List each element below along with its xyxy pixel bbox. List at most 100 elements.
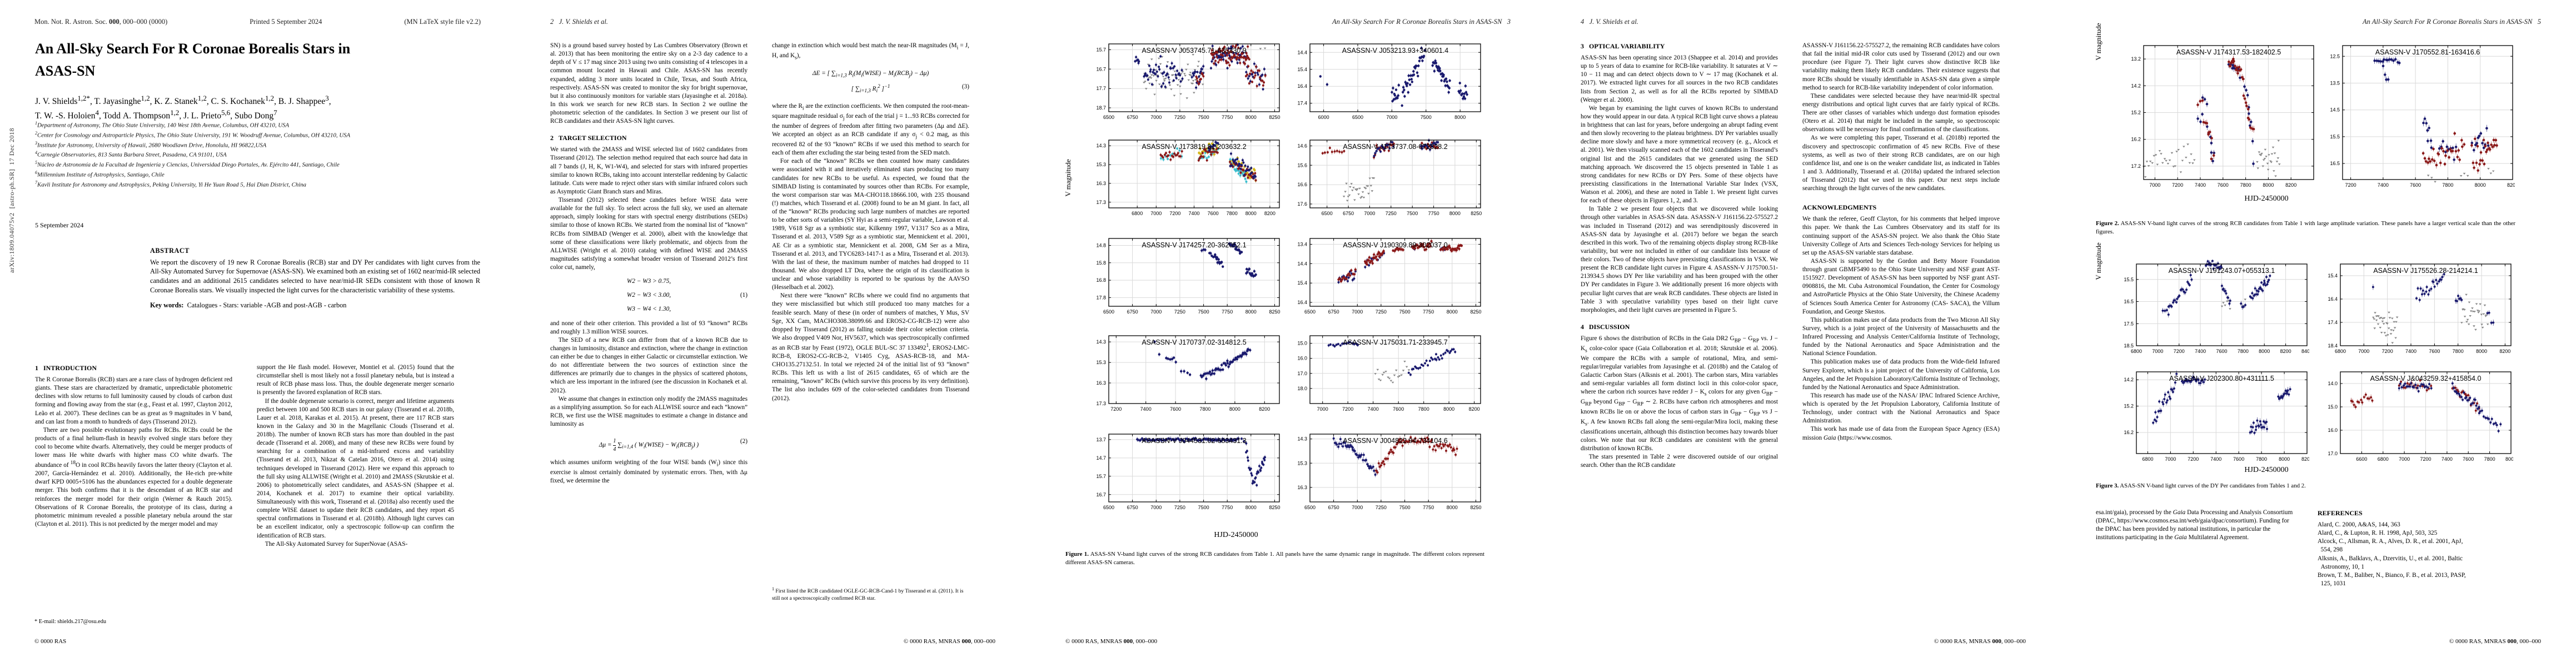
svg-text:7800: 7800 — [1418, 406, 1429, 412]
svg-text:14.3: 14.3 — [1096, 143, 1106, 148]
svg-text:17.7: 17.7 — [1096, 86, 1106, 91]
svg-text:7000: 7000 — [2358, 349, 2369, 354]
svg-text:ASASSN-V J170737.02-314812.5: ASASSN-V J170737.02-314812.5 — [1142, 339, 1246, 346]
svg-text:16.7: 16.7 — [1096, 66, 1106, 72]
svg-text:7500: 7500 — [1407, 211, 1418, 216]
svg-text:15.2: 15.2 — [2131, 110, 2141, 116]
svg-text:ASASSN-V J004822.94-734104.6: ASASSN-V J004822.94-734104.6 — [1343, 437, 1447, 445]
svg-text:8250: 8250 — [1470, 309, 1481, 315]
svg-text:17.3: 17.3 — [1096, 401, 1106, 406]
svg-text:7400: 7400 — [2442, 456, 2453, 462]
svg-text:ASASSN-V J202300.80+431111.5: ASASSN-V J202300.80+431111.5 — [2169, 375, 2274, 382]
svg-text:7600: 7600 — [2463, 456, 2474, 462]
svg-text:17.6: 17.6 — [1297, 201, 1307, 207]
svg-text:7200: 7200 — [1342, 406, 1353, 412]
svg-text:15.7: 15.7 — [1096, 474, 1106, 479]
svg-text:16.3: 16.3 — [1096, 380, 1106, 386]
svg-text:8000: 8000 — [1245, 211, 1257, 216]
svg-text:6500: 6500 — [1103, 505, 1114, 510]
svg-text:6750: 6750 — [1343, 211, 1354, 216]
svg-text:7400: 7400 — [2210, 456, 2221, 462]
svg-text:7800: 7800 — [2453, 349, 2464, 354]
svg-text:7000: 7000 — [2399, 456, 2410, 462]
svg-text:7000: 7000 — [1386, 115, 1397, 120]
svg-text:7200: 7200 — [2172, 182, 2183, 188]
svg-text:8000: 8000 — [2259, 349, 2270, 354]
svg-text:18.4: 18.4 — [2328, 343, 2338, 349]
svg-text:16.5: 16.5 — [2330, 161, 2340, 166]
svg-text:7500: 7500 — [1421, 115, 1432, 120]
svg-text:15.3: 15.3 — [1096, 162, 1106, 167]
svg-text:6500: 6500 — [1103, 309, 1114, 315]
svg-text:8200: 8200 — [2301, 456, 2309, 462]
svg-text:8200: 8200 — [2280, 349, 2291, 354]
svg-text:8000: 8000 — [1449, 211, 1461, 216]
svg-text:16.2: 16.2 — [2131, 137, 2141, 142]
svg-text:8000: 8000 — [2475, 182, 2486, 188]
svg-text:16.0: 16.0 — [1297, 356, 1307, 361]
svg-text:7200: 7200 — [1169, 211, 1180, 216]
svg-text:6500: 6500 — [1304, 309, 1316, 315]
svg-text:8000: 8000 — [1229, 406, 1240, 412]
svg-text:7600: 7600 — [2410, 182, 2421, 188]
svg-text:6800: 6800 — [2335, 349, 2346, 354]
svg-text:13.5: 13.5 — [2330, 81, 2340, 86]
svg-text:15.0: 15.0 — [1297, 341, 1307, 346]
svg-text:7500: 7500 — [1198, 505, 1209, 510]
svg-text:7500: 7500 — [1399, 505, 1411, 510]
svg-text:16.0: 16.0 — [2328, 427, 2338, 433]
svg-text:8000: 8000 — [1447, 505, 1458, 510]
svg-text:ASASSN-V J191243.07+055313.1: ASASSN-V J191243.07+055313.1 — [2169, 267, 2275, 275]
svg-text:7000: 7000 — [1364, 211, 1375, 216]
svg-text:6750: 6750 — [1328, 309, 1339, 315]
svg-text:7000: 7000 — [1150, 211, 1162, 216]
svg-text:7000: 7000 — [1317, 406, 1328, 412]
svg-text:14.0: 14.0 — [2328, 381, 2338, 386]
svg-text:13.2: 13.2 — [2131, 56, 2141, 62]
svg-text:7000: 7000 — [2149, 182, 2160, 188]
svg-text:15.4: 15.4 — [2328, 273, 2338, 278]
svg-text:13.4: 13.4 — [1297, 242, 1307, 247]
svg-text:7600: 7600 — [1208, 211, 1219, 216]
svg-text:15.7: 15.7 — [1096, 47, 1106, 53]
svg-text:8200: 8200 — [1259, 406, 1270, 412]
svg-text:15.5: 15.5 — [2124, 277, 2134, 282]
svg-text:8250: 8250 — [1269, 115, 1280, 120]
svg-text:14.8: 14.8 — [1096, 243, 1106, 248]
svg-text:17.3: 17.3 — [1096, 200, 1106, 205]
svg-text:7250: 7250 — [1174, 115, 1185, 120]
svg-text:7800: 7800 — [2240, 182, 2251, 188]
svg-text:7000: 7000 — [1150, 115, 1162, 120]
svg-text:14.4: 14.4 — [1297, 261, 1307, 266]
svg-text:15.4: 15.4 — [1297, 67, 1307, 72]
svg-text:7200: 7200 — [1110, 406, 1122, 412]
svg-text:8200: 8200 — [1469, 406, 1480, 412]
svg-text:14.3: 14.3 — [1297, 436, 1307, 442]
svg-text:8200: 8200 — [2285, 182, 2296, 188]
svg-text:7500: 7500 — [1198, 115, 1209, 120]
svg-text:7250: 7250 — [1174, 505, 1185, 510]
svg-text:15.8: 15.8 — [1096, 260, 1106, 266]
svg-text:14.7: 14.7 — [1096, 455, 1106, 461]
svg-text:17.4: 17.4 — [2328, 320, 2338, 325]
svg-text:6600: 6600 — [2356, 456, 2367, 462]
svg-text:ASASSN-V J190309.89-302037.0: ASASSN-V J190309.89-302037.0 — [1343, 241, 1447, 249]
svg-text:8000: 8000 — [1245, 115, 1257, 120]
svg-text:7800: 7800 — [1199, 406, 1210, 412]
svg-text:ASASSN-V J174257.20-362052.1: ASASSN-V J174257.20-362052.1 — [1142, 241, 1246, 249]
svg-text:7800: 7800 — [2442, 182, 2453, 188]
svg-text:ASASSN-V J173819.81-203632.2: ASASSN-V J173819.81-203632.2 — [1142, 143, 1246, 151]
svg-text:7000: 7000 — [1150, 309, 1162, 315]
svg-text:7250: 7250 — [1376, 505, 1387, 510]
svg-text:8250: 8250 — [1269, 505, 1280, 510]
svg-text:7600: 7600 — [2429, 349, 2440, 354]
svg-text:8200: 8200 — [2499, 349, 2510, 354]
svg-text:ASASSN-V J044531.02-683431.3: ASASSN-V J044531.02-683431.3 — [1142, 437, 1246, 445]
svg-text:7000: 7000 — [1352, 505, 1363, 510]
svg-text:14.6: 14.6 — [1297, 143, 1307, 149]
svg-text:ASASSN-V J175526.28-214214.1: ASASSN-V J175526.28-214214.1 — [2373, 267, 2478, 275]
svg-text:6750: 6750 — [1328, 505, 1339, 510]
svg-text:7000: 7000 — [1150, 505, 1162, 510]
svg-text:16.3: 16.3 — [1297, 485, 1307, 490]
svg-text:8000: 8000 — [2505, 456, 2513, 462]
